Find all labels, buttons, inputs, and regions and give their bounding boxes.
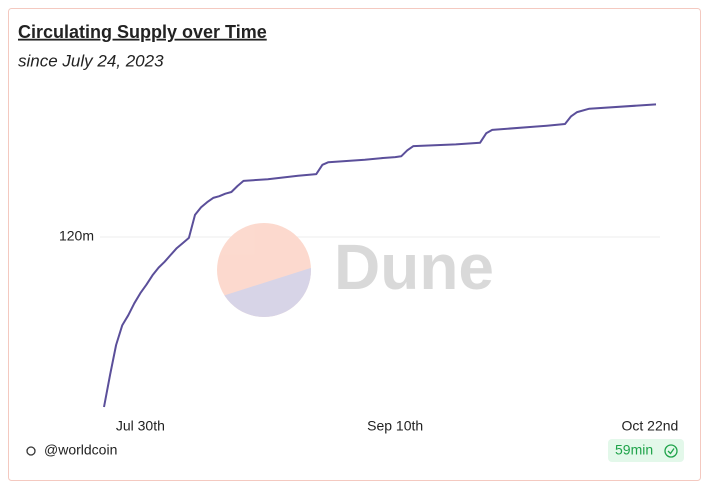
refresh-check xyxy=(667,448,675,455)
x-tick-label: Sep 10th xyxy=(367,418,423,434)
series-line xyxy=(103,103,657,408)
source: @worldcoin xyxy=(44,442,117,458)
watermark-text: Dune xyxy=(334,231,494,303)
refresh-time: 59min xyxy=(615,442,653,458)
x-tick-label: Oct 22nd xyxy=(622,418,679,434)
chart-subtitle: since July 24, 2023 xyxy=(18,51,164,70)
chart-title: Circulating Supply over Time xyxy=(18,22,267,42)
source-icon xyxy=(26,446,36,456)
refresh-icon xyxy=(664,444,678,458)
y-tick-label: 120m xyxy=(59,228,94,244)
refresh-badge[interactable] xyxy=(608,439,684,462)
x-tick-label: Jul 30th xyxy=(116,418,165,434)
